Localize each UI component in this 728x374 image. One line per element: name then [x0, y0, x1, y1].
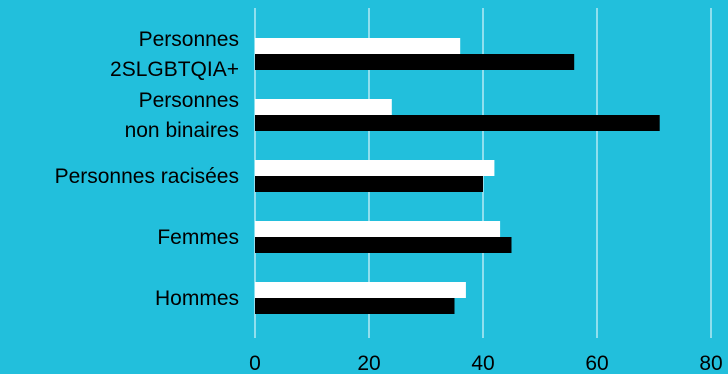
x-tick-label: 0	[249, 352, 261, 374]
x-tick-label: 80	[699, 352, 722, 374]
bar	[255, 54, 575, 70]
bar	[255, 99, 392, 115]
category-label-line: non binaires	[125, 119, 239, 142]
bar	[255, 282, 466, 298]
bar	[255, 115, 660, 131]
category-label: Femmes	[157, 226, 239, 249]
category-label: Personnes non binaires	[125, 89, 239, 142]
category-label: Personnes 2SLGBTQIA+	[110, 28, 239, 81]
bars	[255, 38, 660, 314]
bar	[255, 38, 461, 54]
category-label-line: Personnes	[139, 28, 239, 51]
category-label: Personnes racisées	[55, 165, 239, 188]
category-label-line: 2SLGBTQIA+	[110, 58, 239, 81]
category-labels: Personnes 2SLGBTQIA+ Personnes non binaires…	[55, 28, 239, 310]
category-label-line: Femmes	[157, 226, 239, 249]
bar	[255, 221, 501, 237]
bar	[255, 237, 512, 253]
category-label-line: Personnes racisées	[55, 165, 239, 188]
category-label-line: Hommes	[155, 287, 239, 310]
bar	[255, 160, 495, 176]
x-tick-label: 40	[471, 352, 494, 374]
x-tick-label: 60	[585, 352, 608, 374]
bar	[255, 176, 483, 192]
category-label: Hommes	[155, 287, 239, 310]
x-tick-label: 20	[357, 352, 380, 374]
x-tick-labels: 0 20 40 60 80	[249, 352, 723, 374]
bar	[255, 298, 455, 314]
category-label-line: Personnes	[139, 89, 239, 112]
